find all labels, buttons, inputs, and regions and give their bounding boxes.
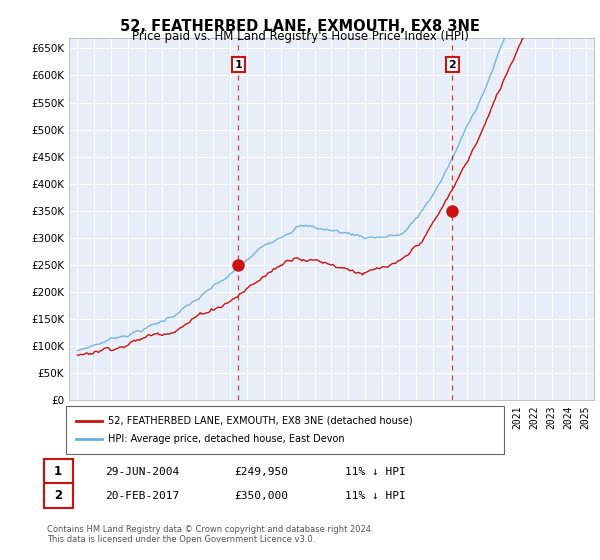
Text: 11% ↓ HPI: 11% ↓ HPI [345,466,406,477]
Text: 1: 1 [54,465,62,478]
Text: 11% ↓ HPI: 11% ↓ HPI [345,491,406,501]
Text: 1: 1 [235,59,242,69]
Text: 2: 2 [448,59,456,69]
Text: 29-JUN-2004: 29-JUN-2004 [105,466,179,477]
Text: £249,950: £249,950 [234,466,288,477]
Text: 52, FEATHERBED LANE, EXMOUTH, EX8 3NE: 52, FEATHERBED LANE, EXMOUTH, EX8 3NE [120,19,480,34]
Text: 20-FEB-2017: 20-FEB-2017 [105,491,179,501]
Text: 52, FEATHERBED LANE, EXMOUTH, EX8 3NE (detached house): 52, FEATHERBED LANE, EXMOUTH, EX8 3NE (d… [108,416,413,426]
Text: Price paid vs. HM Land Registry's House Price Index (HPI): Price paid vs. HM Land Registry's House … [131,30,469,43]
Text: £350,000: £350,000 [234,491,288,501]
Text: Contains HM Land Registry data © Crown copyright and database right 2024.
This d: Contains HM Land Registry data © Crown c… [47,525,373,544]
Text: 2: 2 [54,489,62,502]
Text: HPI: Average price, detached house, East Devon: HPI: Average price, detached house, East… [108,434,344,444]
